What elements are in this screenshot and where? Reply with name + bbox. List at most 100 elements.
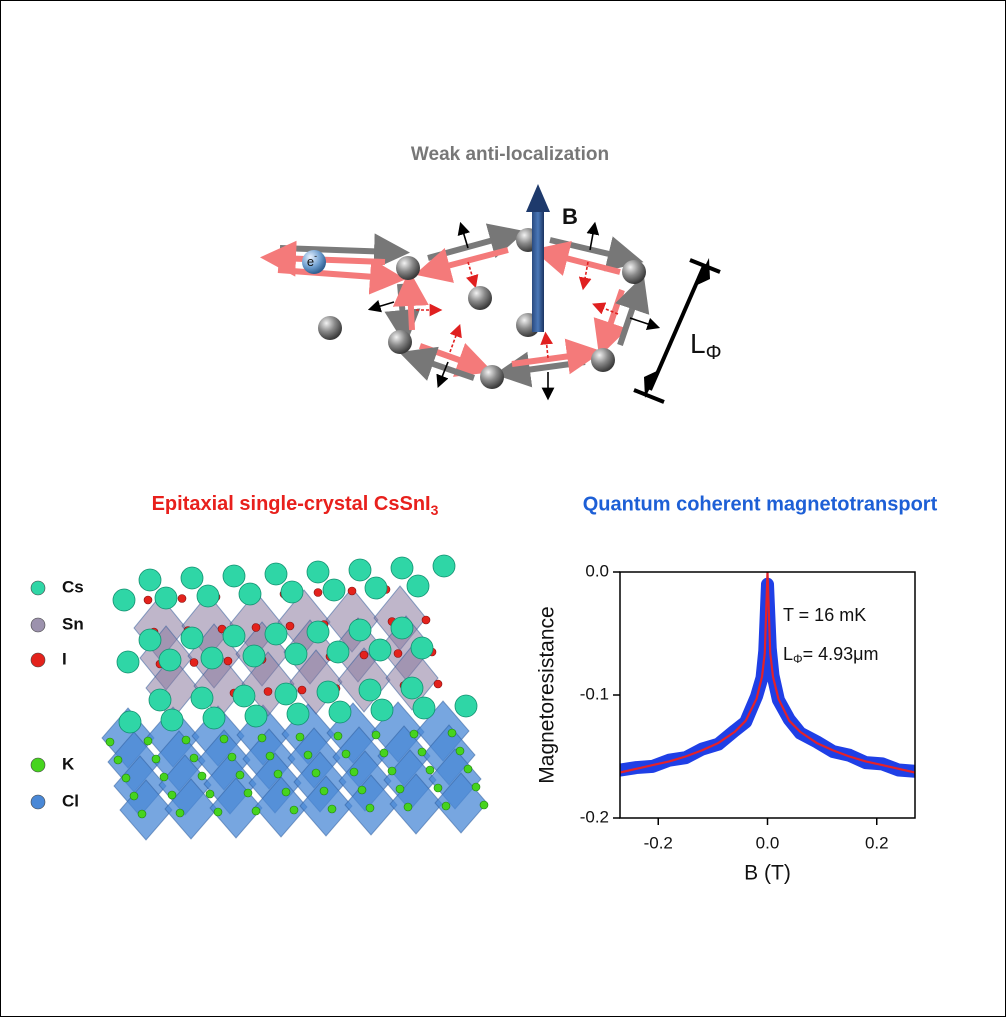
i-atom xyxy=(434,680,442,688)
cs-atom xyxy=(287,703,309,725)
cs-atom xyxy=(317,681,339,703)
cs-atom xyxy=(323,579,345,601)
k-atom xyxy=(480,801,488,809)
length-symbol: L xyxy=(690,328,706,359)
k-atom xyxy=(182,736,190,744)
k-atom xyxy=(328,805,336,813)
k-atom xyxy=(144,737,152,745)
k-atom xyxy=(206,790,214,798)
k-atom xyxy=(342,750,350,758)
cs-atom xyxy=(455,695,477,717)
y-axis-label: Magnetoresistance xyxy=(536,606,559,783)
k-atom xyxy=(176,809,184,817)
cs-atom xyxy=(349,559,371,581)
legend-swatch xyxy=(31,795,45,809)
k-atom xyxy=(244,789,252,797)
k-atom xyxy=(296,733,304,741)
k-atom xyxy=(442,802,450,810)
x-axis-label: B (T) xyxy=(744,862,791,885)
cs-atom xyxy=(275,683,297,705)
k-atom xyxy=(106,738,114,746)
field-label: B xyxy=(562,204,578,229)
k-atom xyxy=(274,770,282,778)
k-atom xyxy=(358,786,366,794)
k-atom xyxy=(198,772,206,780)
legend-label: Sn xyxy=(62,614,84,633)
x-tick-label: 0.0 xyxy=(756,833,780,852)
cs-atom xyxy=(161,709,183,731)
k-atom xyxy=(190,754,198,762)
cs-atom xyxy=(327,641,349,663)
crystal-title: Epitaxial single-crystal CsSnI3 xyxy=(152,493,439,517)
diagram-title: Weak anti-localization xyxy=(411,144,609,165)
i-atom xyxy=(190,659,198,667)
legend-swatch xyxy=(31,653,45,667)
cs-atom xyxy=(281,581,303,603)
cs-atom xyxy=(181,627,203,649)
k-atom xyxy=(160,773,168,781)
k-atom xyxy=(434,784,442,792)
legend-label: Cl xyxy=(62,791,79,810)
k-atom xyxy=(130,792,138,800)
cs-atom xyxy=(433,555,455,577)
k-atom xyxy=(304,751,312,759)
k-atom xyxy=(290,806,298,814)
i-atom xyxy=(144,596,152,604)
i-atom xyxy=(264,688,272,696)
cs-atom xyxy=(233,685,255,707)
cs-atom xyxy=(401,677,423,699)
cs-atom xyxy=(369,639,391,661)
legend-label: I xyxy=(62,649,67,668)
k-atom xyxy=(312,769,320,777)
electron-symbol: e xyxy=(307,254,314,269)
cs-atom xyxy=(203,707,225,729)
k-atom xyxy=(168,791,176,799)
k-atom xyxy=(266,752,274,760)
k-atom xyxy=(220,735,228,743)
crystal-title-main: Epitaxial single-crystal CsSnI xyxy=(152,493,431,515)
i-atom xyxy=(394,650,402,658)
legend-swatch xyxy=(31,581,45,595)
coherence-subscript: Φ xyxy=(793,652,803,666)
y-tick-label: -0.2 xyxy=(580,807,609,826)
i-atom xyxy=(252,624,260,632)
legend-label: K xyxy=(62,754,75,773)
k-atom xyxy=(426,766,434,774)
cs-atom xyxy=(117,651,139,673)
cs-atom xyxy=(113,589,135,611)
figure: Weak anti-localization xyxy=(0,0,1006,1017)
cs-atom xyxy=(365,577,387,599)
electron-charge: - xyxy=(314,251,317,261)
k-atom xyxy=(410,730,418,738)
i-atom xyxy=(298,686,306,694)
legend-swatch xyxy=(31,618,45,632)
k-atom xyxy=(214,808,222,816)
cs-atom xyxy=(243,645,265,667)
cs-atom xyxy=(407,575,429,597)
k-atom xyxy=(320,787,328,795)
k-atom xyxy=(334,732,342,740)
k-atom xyxy=(228,753,236,761)
cs-atom xyxy=(149,689,171,711)
cs-atom xyxy=(359,679,381,701)
cs-atom xyxy=(119,711,141,733)
cs-atom xyxy=(239,583,261,605)
cs-atom xyxy=(391,557,413,579)
k-atom xyxy=(258,734,266,742)
k-atom xyxy=(350,768,358,776)
cs-atom xyxy=(285,643,307,665)
annotation: T = 16 mK xyxy=(783,605,866,625)
i-atom xyxy=(286,622,294,630)
k-atom xyxy=(122,774,130,782)
cs-atom xyxy=(139,629,161,651)
cs-atom xyxy=(413,697,435,719)
cs-atom xyxy=(223,625,245,647)
coherence-value: = 4.93μm xyxy=(803,644,879,664)
cs-atom xyxy=(349,619,371,641)
k-atom xyxy=(418,748,426,756)
cs-atom xyxy=(139,569,161,591)
y-tick-label: -0.1 xyxy=(580,684,609,703)
k-atom xyxy=(388,767,396,775)
k-atom xyxy=(236,771,244,779)
k-atom xyxy=(456,747,464,755)
